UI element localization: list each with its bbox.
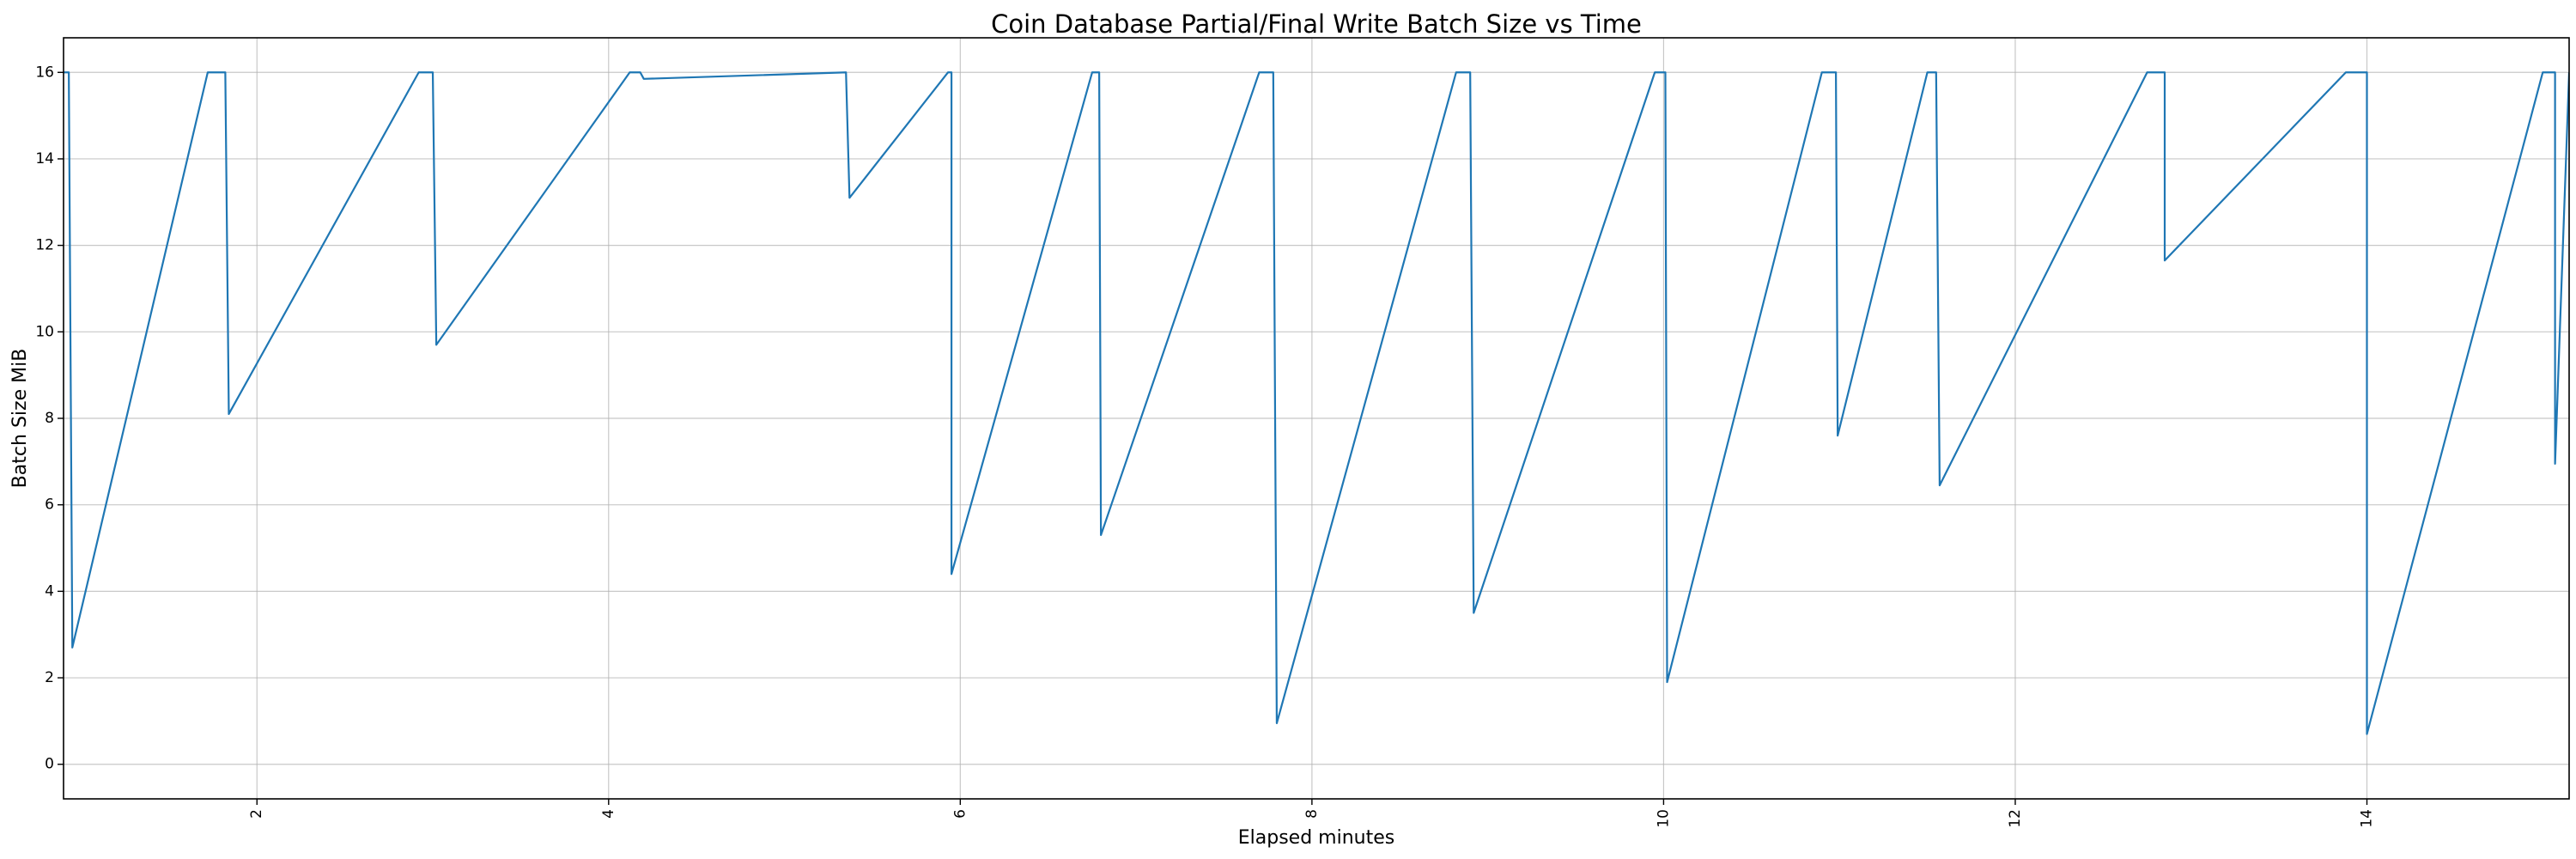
y-axis-label: Batch Size MiB xyxy=(9,349,31,489)
series-line xyxy=(64,71,2569,735)
y-tick-label: 14 xyxy=(35,150,54,168)
data-series xyxy=(64,71,2569,735)
x-tick-label: 14 xyxy=(2359,809,2376,828)
x-tick-label: 10 xyxy=(1655,809,1672,828)
x-axis-label: Elapsed minutes xyxy=(1238,827,1394,849)
x-tick-label: 2 xyxy=(248,809,265,819)
chart-title: Coin Database Partial/Final Write Batch … xyxy=(991,9,1642,39)
x-tick-label: 12 xyxy=(2007,809,2024,828)
y-tick-label: 2 xyxy=(45,669,54,686)
axis-ticks: 2 4 6 8 10 12 14 0 2 4 6 8 10 12 14 16 xyxy=(35,64,2375,827)
y-tick-label: 6 xyxy=(45,497,54,514)
y-tick-label: 4 xyxy=(45,582,54,600)
y-tick-label: 16 xyxy=(35,64,54,81)
y-tick-label: 8 xyxy=(45,410,54,427)
y-tick-label: 10 xyxy=(35,323,54,340)
x-tick-label: 8 xyxy=(1303,809,1321,819)
y-tick-label: 12 xyxy=(35,237,54,254)
x-tick-label: 4 xyxy=(600,809,617,819)
x-tick-label: 6 xyxy=(951,809,969,819)
grid-lines xyxy=(64,38,2569,799)
y-tick-label: 0 xyxy=(45,756,54,773)
